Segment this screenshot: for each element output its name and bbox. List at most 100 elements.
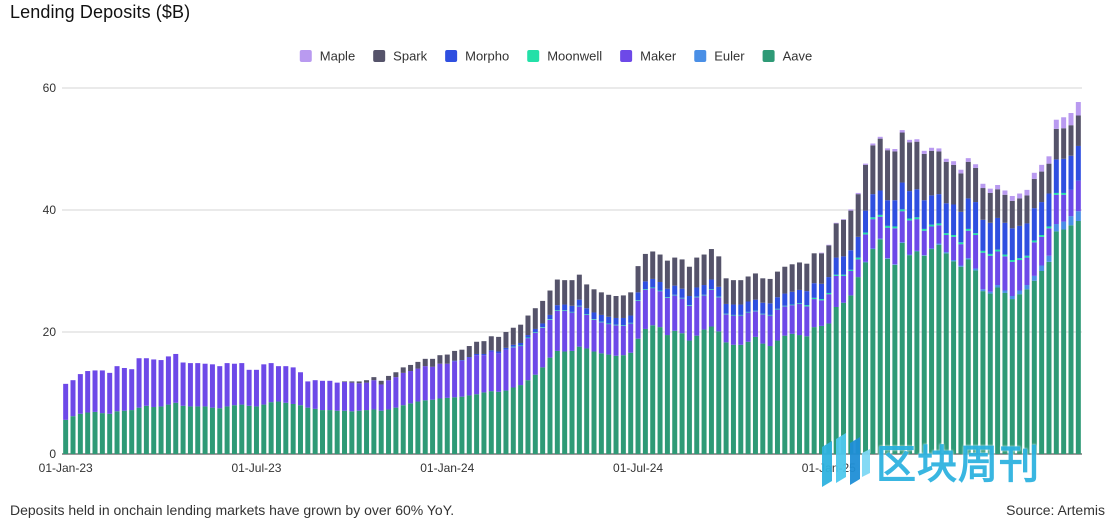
x-tick-label: 01-Jul-24	[613, 461, 663, 475]
bar-segment-spark	[951, 164, 957, 205]
bar-segment-morpho	[848, 250, 854, 270]
bar-segment-euler	[943, 252, 949, 254]
bar-segment-aave	[995, 287, 1001, 454]
bar-segment-maker	[327, 380, 333, 411]
bar-segment-moonwell	[877, 214, 883, 217]
bar-segment-morpho	[474, 353, 480, 356]
bar-segment-euler	[1053, 224, 1059, 232]
bar-segment-moonwell	[907, 218, 913, 221]
bar-segment-aave	[892, 264, 898, 454]
bar-segment-maker	[767, 315, 773, 347]
bar-segment-spark	[1009, 200, 1015, 229]
bar-segment-aave	[99, 413, 105, 454]
bar-segment-spark	[642, 253, 648, 282]
bar-segment-aave	[422, 400, 428, 454]
bar-segment-aave	[268, 402, 274, 454]
bar-segment-euler	[1046, 255, 1052, 262]
bar-segment-maker	[1061, 194, 1067, 222]
bar-segment-moonwell	[1002, 254, 1008, 257]
bar-segment-aave	[598, 353, 604, 454]
bar-segment-moonwell	[995, 249, 1001, 252]
bar-segment-aave	[430, 399, 436, 454]
bar-segment-maker	[525, 338, 531, 381]
legend-item-aave: Aave	[762, 49, 812, 64]
bar-segment-aave	[642, 328, 648, 454]
bar-segment-aave	[547, 357, 553, 454]
bar-segment-maker	[701, 295, 707, 330]
bar-segment-maker	[1024, 257, 1030, 286]
bar-segment-moonwell	[892, 226, 898, 229]
bar-segment-morpho	[650, 278, 656, 288]
bar-segment-maker	[899, 211, 905, 243]
bar-segment-maple	[965, 158, 971, 162]
bar-segment-aave	[650, 325, 656, 454]
bar-segment-aave	[305, 407, 311, 454]
bar-segment-aave	[209, 407, 215, 454]
bar-segment-aave	[349, 411, 355, 454]
bar-segment-aave	[187, 406, 193, 454]
bar-segment-spark	[657, 254, 663, 282]
bar-segment-spark	[510, 327, 516, 345]
bar-segment-aave	[569, 350, 575, 454]
bar-segment-spark	[554, 279, 560, 306]
bar-segment-aave	[1061, 229, 1067, 454]
legend-item-moonwell: Moonwell	[527, 49, 602, 64]
bar-segment-aave	[253, 406, 259, 454]
bar-segment-aave	[518, 385, 524, 454]
bar-segment-moonwell	[562, 310, 568, 311]
bar-segment-maker	[833, 275, 839, 307]
bar-segment-maker	[70, 380, 76, 417]
bar-segment-maker	[378, 384, 384, 411]
bar-segment-aave	[1046, 261, 1052, 454]
bar-segment-spark	[525, 315, 531, 336]
bar-segment-spark	[958, 173, 964, 212]
bar-segment-aave	[378, 410, 384, 454]
bar-segment-moonwell	[1061, 192, 1067, 195]
bar-segment-morpho	[914, 189, 920, 218]
bar-segment-maker	[650, 288, 656, 326]
bar-segment-aave	[796, 335, 802, 454]
bar-segment-aave	[664, 335, 670, 454]
bar-segment-maker	[1002, 256, 1008, 291]
bar-segment-euler	[951, 260, 957, 262]
bar-segment-maker	[187, 363, 193, 407]
bar-segment-spark	[1075, 115, 1081, 146]
bar-segment-aave	[466, 395, 472, 454]
bar-segment-maker	[297, 372, 303, 406]
bar-segment-moonwell	[863, 232, 869, 235]
bar-segment-euler	[1075, 211, 1081, 221]
bar-segment-aave	[973, 270, 979, 454]
bar-segment-moonwell	[841, 274, 847, 276]
bar-segment-aave	[85, 412, 91, 454]
bar-segment-aave	[987, 293, 993, 454]
bar-segment-aave	[334, 410, 340, 454]
chart-bars	[63, 102, 1081, 454]
bar-segment-maker	[488, 351, 494, 392]
bar-segment-aave	[136, 407, 142, 454]
bar-segment-maker	[995, 251, 1001, 286]
bar-segment-moonwell	[1039, 235, 1045, 237]
bar-segment-aave	[444, 397, 450, 454]
bar-segment-maker	[143, 358, 149, 406]
bar-segment-aave	[180, 405, 186, 454]
bar-segment-maker	[576, 306, 582, 347]
bar-segment-spark	[723, 278, 729, 304]
bar-segment-maker	[554, 310, 560, 351]
bar-segment-maker	[474, 355, 480, 395]
bar-segment-aave	[841, 302, 847, 454]
bar-segment-moonwell	[1053, 192, 1059, 195]
bar-segment-spark	[929, 150, 935, 196]
bar-segment-aave	[723, 342, 729, 454]
bar-segment-moonwell	[532, 332, 538, 333]
bar-segment-morpho	[1075, 145, 1081, 181]
bar-segment-spark	[635, 266, 641, 293]
bar-segment-moonwell	[591, 319, 597, 320]
bar-segment-moonwell	[694, 296, 700, 298]
chart-source: Source: Artemis	[1006, 502, 1105, 518]
bar-segment-euler	[877, 238, 883, 240]
bar-segment-aave	[114, 411, 120, 454]
bar-segment-moonwell	[774, 308, 780, 310]
bar-segment-spark	[518, 324, 524, 343]
bar-segment-morpho	[1046, 193, 1052, 227]
bar-segment-spark	[980, 188, 986, 220]
